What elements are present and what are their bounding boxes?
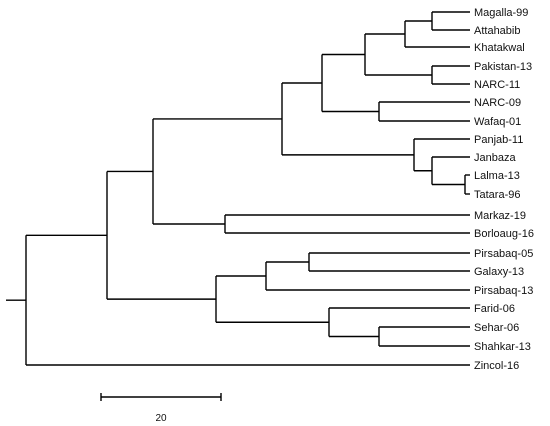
tip-label-khatakwal: Khatakwal <box>474 42 525 54</box>
tip-label-shahkar-13: Shahkar-13 <box>474 341 531 353</box>
tree-branches <box>6 11 470 366</box>
tip-label-zincol-16: Zincol-16 <box>474 360 519 372</box>
tip-label-janbaza: Janbaza <box>474 152 516 164</box>
scale-bar-line <box>100 393 222 401</box>
tip-label-narc-11: NARC-11 <box>474 79 520 91</box>
tip-label-pirsabaq-13: Pirsabaq-13 <box>474 285 533 297</box>
scale-bar-label: 20 <box>155 413 167 424</box>
tip-label-panjab-11: Panjab-11 <box>474 134 523 146</box>
tip-label-attahabib: Attahabib <box>474 25 520 37</box>
tip-label-galaxy-13: Galaxy-13 <box>474 266 524 278</box>
tip-label-tatara-96: Tatara-96 <box>474 189 520 201</box>
tip-label-markaz-19: Markaz-19 <box>474 210 526 222</box>
tip-label-lalma-13: Lalma-13 <box>474 170 520 182</box>
tip-label-sehar-06: Sehar-06 <box>474 322 519 334</box>
scale-bar: 20 <box>100 393 222 424</box>
tip-labels: Magalla-99 Attahabib Khatakwal Pakistan-… <box>474 7 534 372</box>
tip-label-pirsabaq-05: Pirsabaq-05 <box>474 248 533 260</box>
tip-label-pakistan-13: Pakistan-13 <box>474 61 532 73</box>
tip-label-borloaug-16: Borloaug-16 <box>474 228 534 240</box>
tip-label-narc-09: NARC-09 <box>474 97 521 109</box>
tip-label-magalla-99: Magalla-99 <box>474 7 528 19</box>
tip-label-wafaq-01: Wafaq-01 <box>474 116 521 128</box>
tip-label-farid-06: Farid-06 <box>474 303 515 315</box>
